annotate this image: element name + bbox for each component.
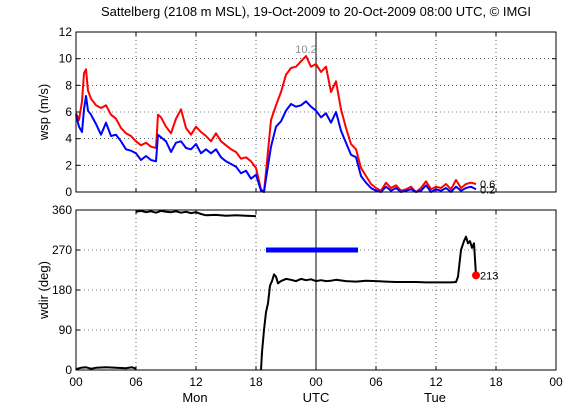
x-tick-label: 00: [309, 375, 323, 389]
wind-direction-y-axis-label: wdir (deg): [36, 261, 51, 320]
wind-speed-series: [75, 55, 477, 193]
wind-direction-y-tick-label: 90: [59, 323, 73, 337]
wind-direction-y-tick-label: 270: [52, 243, 72, 257]
wind-speed-annotation: 0.6: [480, 179, 495, 191]
x-axis-tick-labels: 00 06 12 18 00 06 12 18 00: [69, 375, 563, 389]
wind-direction-annotation: 213: [480, 270, 498, 282]
wind-speed-y-ticks: 0 2 4 6 8 10 12: [59, 25, 73, 199]
wind-direction-axes-box: [75, 209, 557, 371]
wind-direction-y-tick-label: 360: [52, 203, 72, 217]
wind-speed-y-axis-label: wsp (m/s): [36, 84, 51, 141]
x-tick-label: 00: [549, 375, 563, 389]
wind-speed-series-line: [75, 95, 477, 193]
wind-speed-y-tick-label: 0: [65, 185, 72, 199]
x-tick-label: 18: [249, 375, 263, 389]
wind-speed-annotation: 10.2: [295, 44, 316, 56]
wind-direction-series-line: [260, 235, 477, 371]
chart-title: Sattelberg (2108 m MSL), 19-Oct-2009 to …: [101, 4, 531, 19]
x-tick-label: 12: [189, 375, 203, 389]
x-tick-label: 12: [429, 375, 443, 389]
wind-speed-annotation: 0.2: [480, 184, 495, 196]
day-label-tue: Tue: [424, 390, 446, 405]
wind-direction-marker: [472, 271, 480, 280]
wind-direction-series: [75, 209, 480, 371]
day-label-utc: UTC: [303, 390, 330, 405]
x-tick-label: 00: [69, 375, 83, 389]
wind-direction-series-line: [135, 209, 257, 218]
wind-direction-panel: 213 0 90 180 270 360 wdir (deg): [36, 203, 557, 377]
wind-speed-y-tick-label: 12: [59, 25, 73, 39]
x-tick-label: 06: [369, 375, 383, 389]
wind-direction-y-tick-label: 0: [65, 363, 72, 377]
wind-speed-annotations: 10.2 0.60.2: [295, 44, 495, 196]
wind-speed-y-tick-label: 8: [65, 78, 72, 92]
wind-speed-y-tick-label: 2: [65, 158, 72, 172]
wind-direction-y-ticks: 0 90 180 270 360: [52, 203, 72, 377]
wind-speed-axes-box: [75, 31, 557, 193]
wind-direction-series-line: [75, 366, 137, 371]
wind-speed-panel: 10.2 0.60.2 0 2 4 6 8 10 12 wsp (m/s): [36, 25, 557, 199]
wind-direction-y-tick-label: 180: [52, 283, 72, 297]
wind-direction-annotations: 213: [480, 270, 498, 282]
x-tick-label: 06: [129, 375, 143, 389]
wind-speed-y-tick-label: 4: [65, 132, 72, 146]
day-label-mon: Mon: [182, 390, 207, 405]
wind-speed-y-tick-label: 6: [65, 105, 72, 119]
x-tick-label: 18: [489, 375, 503, 389]
wind-speed-y-tick-label: 10: [59, 52, 73, 66]
